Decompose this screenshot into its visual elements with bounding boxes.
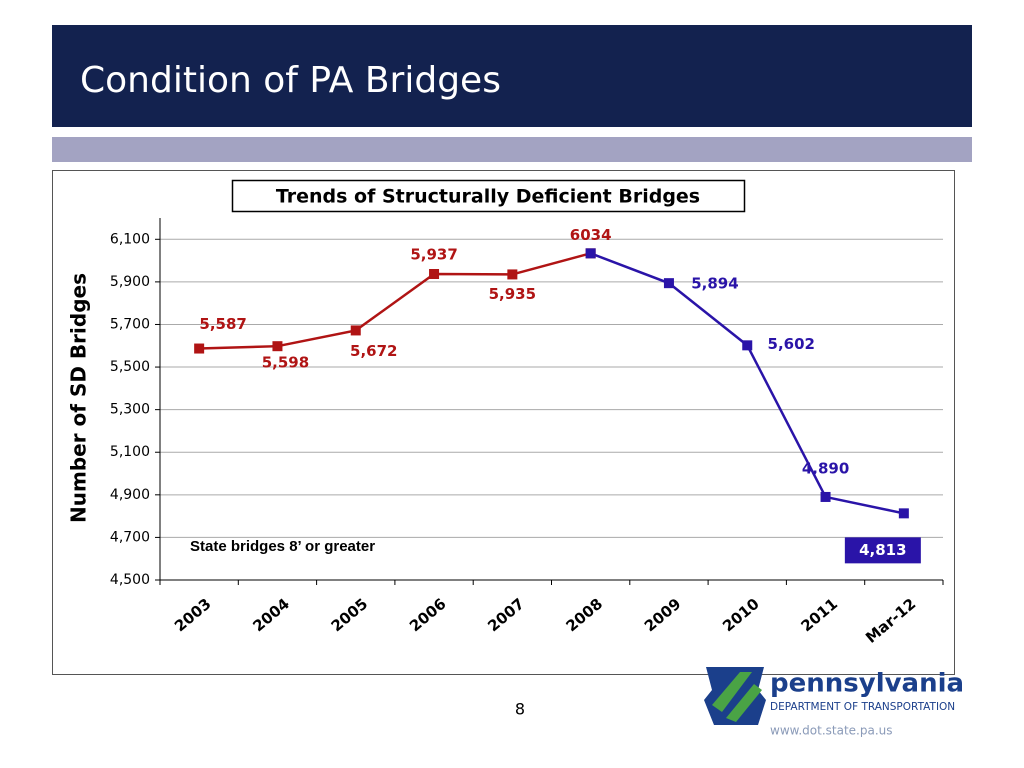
page-number: 8 — [515, 700, 525, 719]
value-label: 5,602 — [768, 335, 815, 353]
point — [507, 269, 518, 280]
header-bar — [52, 25, 972, 127]
y-tick-label: 6,100 — [110, 231, 150, 247]
slide-title: Condition of PA Bridges — [80, 60, 501, 101]
chart-title: Trends of Structurally Deficient Bridges — [276, 186, 700, 208]
point — [429, 269, 440, 280]
y-tick-label: 5,900 — [110, 274, 150, 290]
value-label: 5,587 — [199, 315, 246, 333]
y-tick-label: 5,300 — [110, 402, 150, 418]
annotation: State bridges 8’ or greater — [190, 538, 375, 555]
value-label: 5,935 — [489, 285, 536, 303]
value-label: 5,598 — [262, 354, 309, 372]
value-label: 6034 — [570, 226, 612, 244]
value-label: 5,894 — [691, 275, 738, 293]
logo: pennsylvania DEPARTMENT OF TRANSPORTATIO… — [704, 667, 964, 738]
keystone-stripe — [712, 672, 752, 712]
point — [272, 341, 283, 352]
series-line — [199, 252, 591, 350]
y-tick-label: 5,100 — [110, 444, 150, 460]
value-label: 5,937 — [410, 246, 457, 264]
accent-band — [52, 137, 972, 162]
point — [585, 248, 596, 259]
chart-title-box — [231, 179, 746, 213]
value-label: 4,890 — [802, 459, 849, 477]
point — [742, 340, 753, 351]
value-label: 5,672 — [350, 342, 397, 360]
y-tick-label: 4,900 — [110, 487, 150, 503]
point — [194, 343, 205, 354]
point — [663, 278, 674, 289]
value-label-box — [844, 537, 921, 564]
y-tick-label: 4,500 — [110, 572, 150, 588]
keystone-stripe — [726, 684, 762, 722]
y-axis-title: Number of SD Bridges — [67, 273, 91, 523]
value-label: 4,813 — [859, 541, 906, 559]
logo-name: pennsylvania — [770, 669, 964, 699]
point — [350, 325, 361, 336]
y-tick-label: 4,700 — [110, 529, 150, 545]
logo-url: www.dot.state.pa.us — [770, 724, 893, 738]
point — [898, 508, 909, 519]
y-tick-label: 5,700 — [110, 316, 150, 332]
keystone — [704, 667, 766, 725]
logo-department: DEPARTMENT OF TRANSPORTATION — [770, 701, 955, 713]
y-tick-label: 5,500 — [110, 359, 150, 375]
chart-frame — [52, 170, 955, 675]
point — [820, 491, 831, 502]
